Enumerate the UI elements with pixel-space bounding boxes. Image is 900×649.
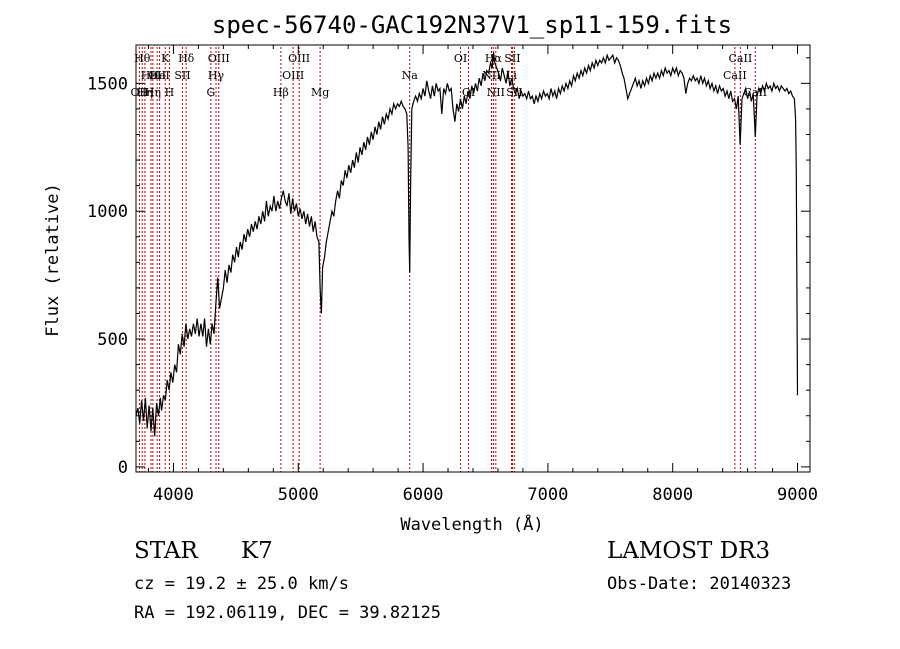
line-label-18: Na — [402, 69, 419, 82]
line-label-28: CaII — [729, 52, 753, 65]
line-label-19: OI — [454, 52, 467, 65]
line-label-1: Hθ — [134, 52, 151, 65]
line-label-2: Hη — [137, 86, 153, 99]
x-tick-label-4: 8000 — [652, 485, 693, 505]
y-tick-label-3: 1500 — [87, 74, 128, 94]
line-label-11: G — [206, 86, 215, 99]
x-tick-label-5: 9000 — [777, 485, 818, 505]
line-label-8: H — [165, 86, 175, 99]
object-subclass: K7 — [241, 538, 273, 564]
plot-frame — [135, 44, 811, 473]
line-label-23: NII — [487, 86, 505, 99]
spectral-line-markers — [138, 47, 756, 472]
spectral-line-labels: OIIHθHηHeIHηOIIHeIKHSIIHδGHγOIIIHβOIIIOI… — [131, 52, 768, 99]
line-label-27: CaII — [723, 69, 747, 82]
redshift-velocity: cz = 19.2 ± 25.0 km/s — [134, 574, 349, 594]
survey-name: LAMOST DR3 — [607, 538, 771, 564]
line-label-17: Mg — [311, 86, 329, 99]
line-label-4: Hη — [145, 86, 161, 99]
line-label-5: OII — [148, 69, 166, 82]
line-label-14: Hβ — [273, 86, 289, 99]
line-label-25: SII — [504, 52, 520, 65]
x-tick-label-1: 5000 — [278, 485, 319, 505]
x-axis-label: Wavelength (Å) — [400, 513, 543, 535]
line-label-16: OIII — [288, 52, 310, 65]
x-tick-label-3: 7000 — [527, 485, 568, 505]
line-label-12: Hγ — [208, 69, 225, 82]
line-label-24: Li — [506, 69, 517, 82]
y-axis-ticks: 0 500 1000 1500 — [87, 57, 810, 478]
line-label-10: Hδ — [178, 52, 195, 65]
line-label-13: OIII — [208, 52, 230, 65]
ra-dec-coordinates: RA = 192.06119, DEC = 39.82125 — [134, 603, 442, 623]
x-tick-label-2: 6000 — [403, 485, 444, 505]
object-class: STAR — [134, 538, 198, 564]
line-label-0: OII — [131, 86, 149, 99]
line-label-6: HeI — [149, 69, 169, 82]
y-tick-label-1: 500 — [97, 330, 128, 350]
observation-date: Obs-Date: 20140323 — [607, 574, 792, 594]
y-tick-label-2: 1000 — [87, 202, 128, 222]
x-tick-label-0: 4000 — [153, 485, 194, 505]
line-label-3: HeI — [141, 69, 161, 82]
line-label-15: OIII — [282, 69, 304, 82]
spectrum-series-line — [135, 52, 799, 437]
line-label-9: SII — [174, 69, 190, 82]
y-axis-label: Flux (relative) — [43, 183, 63, 337]
chart-title: spec-56740-GAC192N37V1_sp11-159.fits — [212, 11, 732, 39]
x-axis-ticks: 4000 5000 6000 7000 8000 9000 — [147, 45, 818, 505]
y-tick-label-0: 0 — [118, 458, 128, 478]
line-label-7: K — [161, 52, 170, 65]
